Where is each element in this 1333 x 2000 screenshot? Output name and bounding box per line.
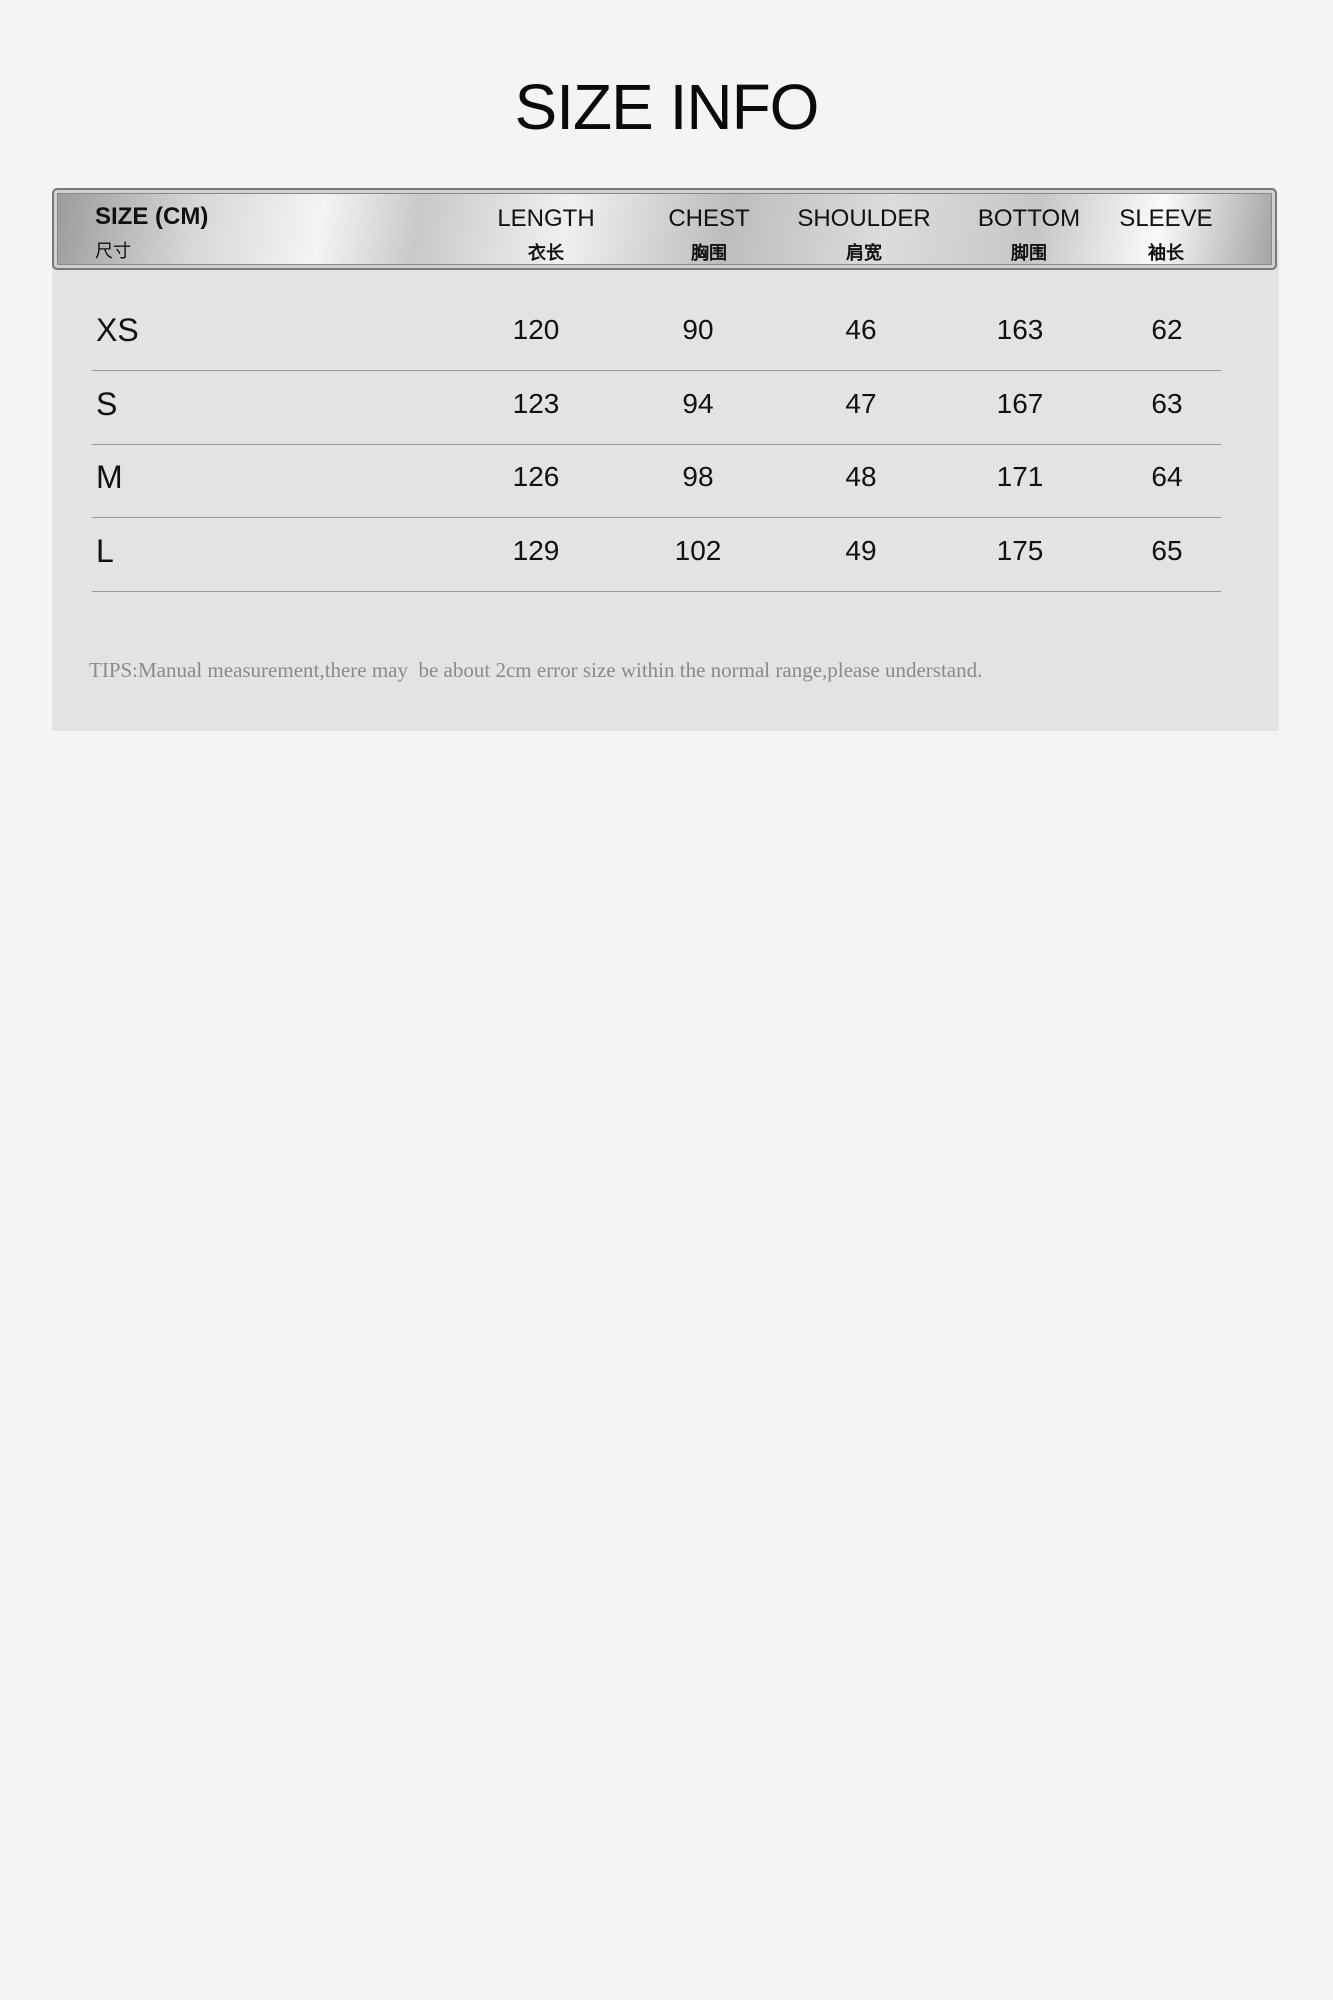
- size-label: L: [96, 533, 114, 569]
- bottom-value: 175: [996, 535, 1044, 566]
- size-label: S: [96, 386, 118, 422]
- shoulder-value: 48: [845, 461, 877, 492]
- bottom-value: 171: [996, 461, 1044, 492]
- sleeve-value: 62: [1151, 314, 1183, 345]
- header-cn: 尺寸: [95, 241, 131, 261]
- length-value: 123: [512, 388, 560, 419]
- header-cn: 衣长: [527, 243, 564, 263]
- header-en: LENGTH: [497, 205, 595, 232]
- size-table-panel: [52, 240, 1279, 731]
- sleeve-value: 64: [1151, 461, 1183, 492]
- shoulder-value: 46: [845, 314, 877, 345]
- size-label: XS: [96, 312, 139, 348]
- chest-value: 98: [682, 461, 714, 492]
- length-value: 129: [512, 535, 560, 566]
- header-en: BOTTOM: [977, 205, 1081, 232]
- header-bottom: BOTTOM 脚围: [978, 205, 1080, 265]
- header-cn: 胸围: [691, 243, 727, 263]
- header-size: SIZE (CM) 尺寸: [95, 203, 208, 263]
- table-header-bar: [52, 188, 1277, 270]
- shoulder-value: 47: [845, 388, 877, 419]
- header-en: SHOULDER: [797, 205, 931, 232]
- header-cn: 袖长: [1147, 243, 1184, 263]
- header-shoulder: SHOULDER 肩宽: [797, 205, 930, 265]
- header-en: SLEEVE: [1119, 205, 1213, 232]
- length-value: 126: [512, 461, 560, 492]
- header-en: SIZE (CM): [95, 203, 209, 230]
- table-row: M 126 98 48 171 64: [92, 445, 1221, 518]
- bottom-value: 167: [996, 388, 1044, 419]
- size-label: M: [96, 459, 123, 495]
- tips-note: TIPS:Manual measurement,there may be abo…: [89, 658, 983, 682]
- chest-value: 90: [682, 314, 714, 345]
- length-value: 120: [512, 314, 560, 345]
- bottom-value: 163: [996, 314, 1044, 345]
- header-en: CHEST: [668, 205, 750, 232]
- header-sleeve: SLEEVE 袖长: [1119, 205, 1212, 265]
- sleeve-value: 65: [1151, 535, 1183, 566]
- shoulder-value: 49: [845, 535, 877, 566]
- chest-value: 102: [674, 535, 722, 566]
- table-row: L 129 102 49 175 65: [92, 519, 1221, 592]
- chest-value: 94: [682, 388, 714, 419]
- page-title: SIZE INFO: [514, 71, 820, 143]
- header-cn: 肩宽: [845, 243, 882, 263]
- sleeve-value: 63: [1151, 388, 1183, 419]
- header-chest: CHEST 胸围: [668, 205, 749, 265]
- header-cn: 脚围: [1010, 243, 1047, 263]
- table-row: S 123 94 47 167 63: [92, 372, 1221, 445]
- table-row: XS 120 90 46 163 62: [92, 298, 1221, 371]
- header-length: LENGTH 衣长: [497, 205, 594, 265]
